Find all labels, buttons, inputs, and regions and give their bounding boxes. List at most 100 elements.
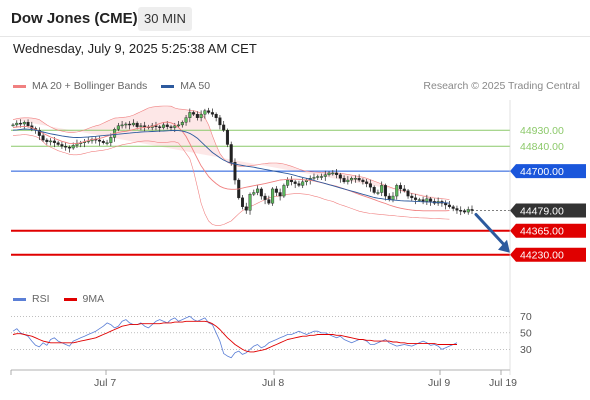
rsi-tick-label: 50: [520, 328, 532, 340]
candle-body: [203, 110, 207, 115]
candle-body: [455, 208, 459, 211]
candle-body: [338, 174, 342, 179]
candle-body: [214, 114, 218, 118]
candle-body: [271, 188, 275, 204]
candle-body: [64, 146, 68, 148]
candle-body: [451, 206, 455, 209]
candle-body: [188, 112, 192, 118]
instrument-title: Dow Jones (CME): [11, 10, 138, 27]
legend-label-ma50: MA 50: [180, 80, 211, 92]
candle-body: [402, 188, 406, 191]
candle-body: [71, 145, 75, 149]
legend-item-bollinger: MA 20 + Bollinger Bands: [13, 80, 147, 92]
candle-body: [109, 137, 113, 143]
candle-body: [368, 183, 372, 188]
legend-label-9ma: 9MA: [82, 293, 105, 305]
candle-body: [218, 117, 222, 126]
candle-body: [289, 179, 293, 183]
legend-item-9ma: 9MA: [63, 293, 105, 305]
candle-body: [331, 172, 335, 175]
x-tick-label: Jul 8: [262, 377, 284, 389]
candle-body: [41, 135, 45, 141]
candle-body: [173, 125, 177, 128]
ma50-line: [12, 128, 450, 204]
price-tag-label: 44930.00: [520, 125, 564, 137]
candle-body: [128, 123, 132, 126]
x-tick-label: Jul 19: [489, 377, 517, 389]
candle-body: [301, 181, 305, 186]
candle-body: [286, 179, 290, 186]
candle-body: [470, 209, 474, 211]
candle-body: [357, 178, 361, 181]
candle-body: [184, 117, 188, 123]
candle-body: [101, 141, 105, 143]
candle-body: [52, 140, 56, 143]
legend-item-ma50: MA 50: [161, 80, 210, 92]
timeframe-selector[interactable]: 30 MIN: [138, 7, 192, 31]
candle-body: [462, 210, 466, 213]
candle-body: [169, 126, 173, 128]
candle-body: [158, 126, 162, 128]
candle-body: [225, 130, 229, 145]
x-tick-label: Jul 7: [94, 377, 116, 389]
legend-swatch-bollinger: [13, 84, 26, 88]
candle-body: [56, 142, 60, 145]
candle-body: [353, 178, 357, 180]
candle-body: [376, 192, 380, 194]
candle-body: [346, 179, 350, 183]
candle-body: [466, 209, 470, 213]
candle-body: [22, 122, 26, 125]
candle-body: [361, 179, 365, 183]
price-tag-label: 44479.00: [520, 205, 564, 217]
legend-label-bollinger: MA 20 + Bollinger Bands: [32, 80, 148, 92]
candle-body: [131, 122, 135, 126]
candle-body: [45, 139, 49, 143]
candle-body: [195, 114, 199, 118]
candle-body: [60, 144, 64, 147]
candle-body: [229, 144, 233, 163]
candle-body: [259, 188, 263, 197]
candle-body: [161, 124, 165, 128]
legend-label-rsi: RSI: [32, 293, 50, 305]
candle-body: [244, 206, 248, 211]
candle-body: [459, 210, 463, 212]
candle-body: [327, 172, 331, 175]
candle-body: [282, 185, 286, 197]
candle-body: [37, 130, 41, 136]
candle-body: [49, 140, 53, 143]
candle-body: [165, 124, 169, 127]
candle-body: [256, 188, 260, 193]
legend-swatch-rsi: [13, 297, 26, 301]
legend-swatch-ma50: [161, 84, 175, 88]
candle-body: [233, 162, 237, 181]
candle-body: [293, 181, 297, 184]
candle-body: [414, 197, 418, 200]
candle-body: [98, 139, 102, 142]
candle-body: [395, 185, 399, 197]
candle-body: [124, 123, 128, 126]
candle-body: [372, 186, 376, 193]
candle-body: [207, 110, 211, 113]
candle-body: [312, 177, 316, 179]
candle-body: [380, 185, 384, 193]
candle-body: [417, 199, 421, 201]
price-tag-bg: [510, 203, 586, 218]
candle-body: [26, 122, 30, 126]
price-tag-bg: [510, 223, 586, 238]
candle-body: [267, 199, 271, 204]
candle-body: [383, 185, 387, 197]
candle-body: [274, 188, 278, 193]
rsi-tick-label: 30: [520, 344, 532, 356]
candle-body: [278, 192, 282, 197]
candle-body: [222, 124, 226, 131]
candle-body: [429, 198, 433, 202]
candle-body: [316, 176, 320, 178]
rsi-tick-label: 70: [520, 311, 532, 323]
price-tag-label: 44700.00: [520, 166, 564, 178]
candle-body: [154, 125, 158, 127]
chart-header: Dow Jones (CME) 30 MIN: [0, 0, 590, 36]
ma20-line: [12, 121, 450, 212]
candle-body: [421, 199, 425, 202]
rsi-9ma-line: [12, 320, 457, 353]
